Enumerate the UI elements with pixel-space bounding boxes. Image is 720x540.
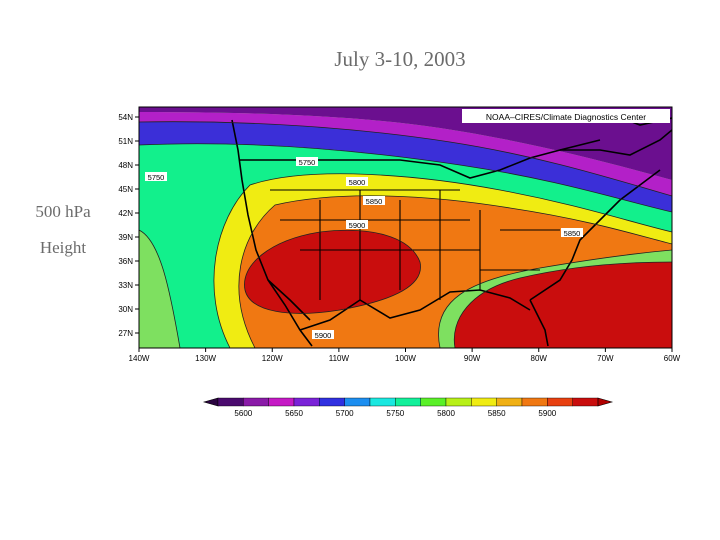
contour-label: 5900 — [315, 331, 332, 340]
contour-lines — [139, 121, 672, 348]
us-canada-border — [240, 139, 601, 179]
contour-label: 5750 — [299, 158, 316, 167]
lat-label: 27N — [118, 329, 133, 338]
lat-label: 54N — [118, 113, 133, 122]
contour-label-box — [346, 220, 368, 229]
colorbar-tick-label: 5850 — [488, 409, 506, 418]
lat-label: 48N — [118, 161, 133, 170]
lat-label: 36N — [118, 257, 133, 266]
state-grid — [270, 189, 560, 300]
contour-labels: 5750 5750 5800 5850 5900 5850 5900 — [145, 157, 583, 340]
colorbar-low-arrow — [202, 397, 219, 407]
colorbar-tick-label: 5900 — [538, 409, 556, 418]
height-band-5750-line — [139, 121, 672, 212]
lon-label: 70W — [597, 354, 614, 363]
longitude-labels: 140W 130W 120W 110W 100W 90W 80W 70W 60W — [129, 348, 681, 363]
colorbar-swatch — [471, 397, 497, 407]
colorbar-swatch — [521, 397, 548, 407]
colorbar-swatch — [268, 397, 295, 407]
slide-title: July 3-10, 2003 — [334, 47, 466, 71]
colorbar-swatch — [217, 397, 244, 407]
colorbar-tick-label: 5600 — [234, 409, 252, 418]
colorbar-swatch — [445, 397, 472, 407]
lat-label: 51N — [118, 137, 133, 146]
colorbar-swatch — [319, 397, 345, 407]
height-band-5700 — [139, 112, 672, 196]
colorbar-swatch — [395, 397, 421, 407]
gulf-coast — [359, 289, 531, 319]
colorbar-high-arrow — [597, 397, 614, 407]
contour-label-box — [363, 196, 385, 205]
colorbar-swatch — [420, 397, 447, 407]
lat-label: 45N — [118, 185, 133, 194]
credit-box — [462, 109, 670, 123]
contour-label: 5800 — [349, 178, 366, 187]
lon-label: 130W — [195, 354, 216, 363]
height-band-5950-east — [454, 262, 672, 348]
colorbar-legend: 5600 5650 5700 5750 5800 5850 5900 — [202, 397, 614, 418]
lon-label: 90W — [464, 354, 481, 363]
lat-label: 42N — [118, 209, 133, 218]
contour-label-box — [312, 330, 334, 339]
latitude-labels: 54N 51N 48N 45N 42N 39N 36N 33N 30N 27N — [118, 113, 139, 338]
height-band-5800 — [139, 143, 672, 348]
west-coast — [231, 119, 313, 347]
colorbar-tick-label: 5800 — [437, 409, 455, 418]
height-band-5850 — [213, 173, 672, 348]
variable-label-line1: 500 hPa — [35, 202, 91, 221]
colorbar-tick-label: 5650 — [285, 409, 303, 418]
lat-label: 33N — [118, 281, 133, 290]
lon-label: 100W — [395, 354, 416, 363]
colorbar-tick-label: 5750 — [386, 409, 404, 418]
variable-label-line2: Height — [39, 238, 87, 257]
lat-label: 39N — [118, 233, 133, 242]
colorbar-swatch — [293, 397, 320, 407]
colorbar-swatch — [243, 397, 269, 407]
contour-label: 5750 — [148, 173, 165, 182]
lat-label: 30N — [118, 305, 133, 314]
contour-label: 5850 — [366, 197, 383, 206]
lon-label: 60W — [664, 354, 681, 363]
credit-text: NOAA–CIRES/Climate Diagnostics Center — [486, 112, 646, 122]
lon-label: 80W — [531, 354, 548, 363]
contour-label-box — [145, 172, 167, 181]
lon-label: 120W — [262, 354, 283, 363]
east-coast — [529, 169, 661, 301]
colorbar-swatch — [369, 397, 396, 407]
lon-label: 110W — [329, 354, 350, 363]
colorbar-swatch — [496, 397, 523, 407]
lon-label: 140W — [129, 354, 150, 363]
colorbar-swatch — [344, 397, 371, 407]
height-band-5600 — [139, 107, 672, 180]
contour-label-box — [561, 228, 583, 237]
colorbar-swatch — [572, 397, 599, 407]
florida — [529, 299, 549, 347]
contour-label: 5850 — [564, 229, 581, 238]
height-band-5950-west — [244, 230, 421, 314]
colorbar-tick-label: 5700 — [336, 409, 354, 418]
contour-label-box — [346, 177, 368, 186]
colorbar-swatch — [547, 397, 573, 407]
contour-label: 5900 — [349, 221, 366, 230]
contour-label-box — [296, 157, 318, 166]
